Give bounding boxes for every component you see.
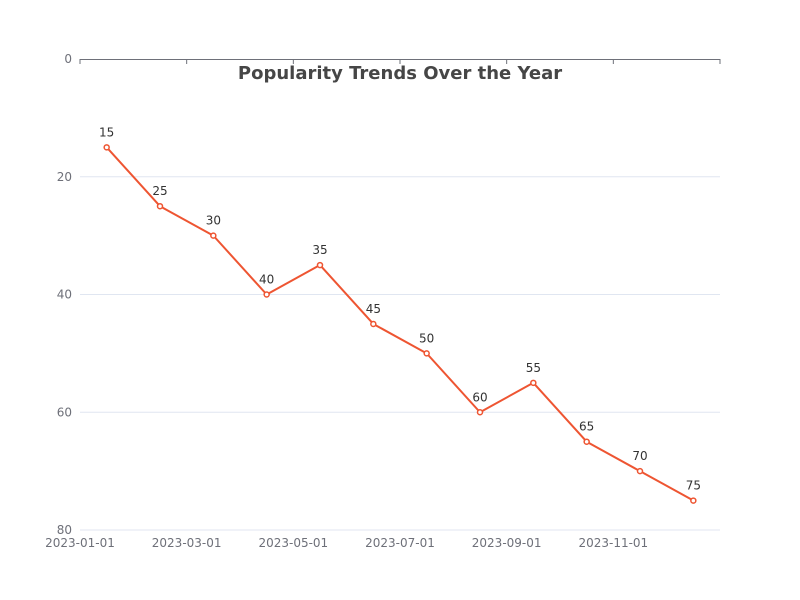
data-label: 30 — [206, 214, 221, 228]
data-point — [103, 144, 110, 151]
chart-title: Popularity Trends Over the Year — [238, 63, 562, 84]
data-label: 70 — [632, 449, 647, 463]
data-label: 40 — [259, 273, 274, 287]
data-point — [530, 379, 537, 387]
y-tick-label: 0 — [64, 52, 72, 66]
data-label: 65 — [579, 420, 594, 434]
data-point — [156, 202, 164, 210]
data-point — [636, 467, 644, 475]
data-label: 60 — [472, 390, 487, 404]
data-point — [583, 438, 590, 445]
y-tick-label: 20 — [57, 170, 72, 184]
data-label: 75 — [686, 479, 701, 493]
x-tick-label: 2023-09-01 — [472, 536, 542, 550]
grid-lines — [80, 176, 720, 531]
data-label: 45 — [366, 302, 381, 316]
y-tick-label: 40 — [57, 288, 72, 302]
data-point — [210, 232, 217, 239]
x-tick-label: 2023-07-01 — [365, 536, 435, 550]
x-axis — [79, 59, 721, 64]
x-tick-label: 2023-03-01 — [152, 536, 222, 550]
y-tick-label: 80 — [57, 523, 72, 537]
data-point — [316, 261, 324, 269]
data-label: 50 — [419, 331, 434, 345]
x-tick-label: 2023-05-01 — [258, 536, 328, 550]
data-label: 35 — [312, 243, 327, 257]
data-labels: 15 25 30 40 35 45 50 60 55 65 70 75 — [99, 125, 701, 492]
data-point — [476, 409, 484, 416]
data-point — [263, 291, 270, 298]
data-label: 55 — [526, 361, 541, 375]
y-tick-label: 60 — [57, 405, 72, 419]
x-axis-tick-labels: 2023-01-01 2023-03-01 2023-05-01 2023-07-01… — [45, 536, 648, 550]
data-label: 15 — [99, 125, 114, 139]
data-point — [370, 320, 377, 328]
series-line — [105, 146, 694, 502]
data-points — [103, 144, 697, 504]
series-popularity — [105, 146, 694, 502]
data-point — [423, 350, 430, 357]
data-label: 25 — [152, 184, 167, 198]
data-point — [690, 497, 697, 504]
x-tick-label: 2023-01-01 — [45, 536, 115, 550]
y-axis-tick-labels: 0 20 40 60 80 — [57, 52, 72, 537]
x-tick-label: 2023-11-01 — [578, 536, 648, 550]
